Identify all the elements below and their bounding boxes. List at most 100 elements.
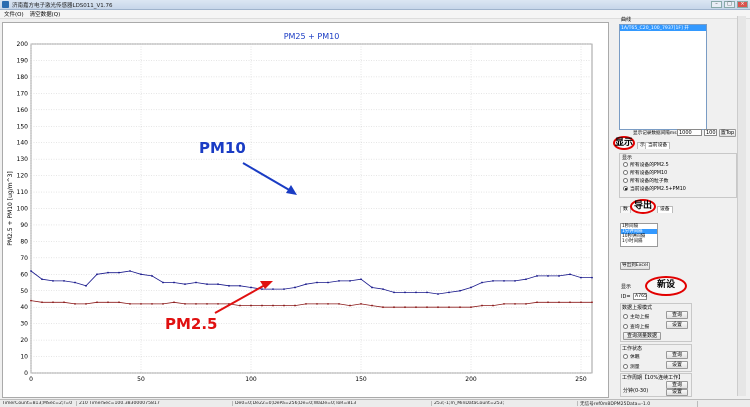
data-point-pm25 [217, 303, 219, 305]
curve-group-label: 曲线 [621, 17, 632, 23]
data-point-pm10 [184, 283, 186, 286]
data-point-pm25 [382, 306, 384, 309]
data-point-pm25 [30, 299, 32, 302]
data-point-pm25 [580, 301, 582, 304]
radio-measure-label: 测量 [630, 365, 640, 370]
data-point-pm25 [63, 301, 65, 304]
data-point-pm10 [503, 279, 505, 282]
data-point-pm10 [371, 286, 373, 289]
data-point-pm25 [459, 306, 461, 309]
radio-current-pm25-pm10[interactable]: 当前设备的PM2.5+PM10 [623, 185, 686, 192]
record-interval-input-2[interactable]: 100 [704, 129, 717, 136]
data-point-pm25 [536, 301, 538, 304]
curve-list[interactable]: 1A/T65_C20_100_7937[1F] 开 [619, 24, 707, 130]
export-option-1h[interactable]: 1小时间隔 [622, 239, 643, 244]
upload-query-button[interactable]: 查询 [666, 311, 688, 319]
data-point-pm25 [107, 301, 109, 304]
period-query-button[interactable]: 查询 [666, 381, 688, 389]
x-tick-label: 50 [137, 376, 145, 383]
data-point-pm25 [195, 303, 197, 305]
work-period-group [620, 373, 692, 397]
maximize-button[interactable]: □ [724, 1, 735, 8]
top-button[interactable]: 置Top [719, 129, 736, 137]
export-option-1s[interactable]: 1秒间隔 [622, 224, 638, 229]
data-point-pm10 [393, 291, 395, 294]
record-interval-label: 显示记录数据间隔ms [633, 131, 677, 136]
status-bar: TimerCount=813;MSec=2;r=0 210 TimerSec=1… [0, 399, 750, 407]
export-interval-list[interactable]: 1秒间隔 1分钟间隔 10秒钟间隔 1小时间隔 [620, 223, 658, 247]
export-excel-button[interactable]: 导出到Excel [620, 262, 650, 270]
pm-chart: 0 10 20 30 40 50 60 70 80 90 100 110 120 130 140 150 160… [7, 32, 593, 383]
y-tick-label: 140 [17, 140, 29, 147]
data-point-pm25 [173, 301, 175, 304]
radio-all-pm10[interactable]: 所有设备的PM10 [623, 169, 667, 176]
sidebar-scrollbar[interactable] [737, 16, 746, 396]
tab-export-device[interactable]: 设备 [657, 206, 673, 213]
display-group-label: 显示 [622, 155, 633, 161]
data-point-pm10 [569, 273, 571, 276]
radio-all-pm25[interactable]: 所有设备的PM2.5 [623, 161, 669, 168]
radio-active-upload[interactable]: 主动上报 [623, 313, 649, 320]
upload-mode-label: 数据上报模式 [622, 305, 653, 311]
data-point-pm25 [514, 303, 516, 305]
data-point-pm25 [151, 303, 153, 305]
data-point-pm10 [547, 275, 549, 277]
data-point-pm10 [217, 283, 219, 286]
work-state-label: 工作状态 [622, 346, 643, 352]
data-point-pm25 [184, 303, 186, 305]
data-point-pm10 [426, 291, 428, 294]
menu-clear-data[interactable]: 清空数据(Q) [29, 12, 61, 18]
radio-query-upload[interactable]: 查询上报 [623, 323, 649, 330]
y-tick-label: 90 [20, 222, 28, 229]
data-point-pm25 [349, 304, 351, 307]
data-point-pm25 [239, 304, 241, 307]
curve-list-item[interactable]: 1A/T65_C20_100_7937[1F] 开 [620, 25, 706, 31]
data-point-pm10 [404, 291, 406, 294]
minimize-button[interactable]: – [711, 1, 722, 8]
data-point-pm25 [525, 303, 527, 305]
data-point-pm10 [41, 278, 43, 281]
tab-current-device[interactable]: 当前设备 [645, 142, 671, 149]
radio-sleep[interactable]: 休眠 [623, 353, 640, 360]
y-tick-label: 30 [20, 321, 28, 328]
annotation-pm10-label: PM10 [199, 139, 246, 157]
data-point-pm25 [393, 306, 395, 309]
radio-all-pm10-label: 所有设备的PM10 [630, 171, 668, 176]
data-point-pm10 [52, 279, 54, 282]
id-input[interactable]: A765 [633, 293, 647, 300]
export-option-10s[interactable]: 10秒钟间隔 [622, 234, 646, 239]
radio-measure[interactable]: 测量 [623, 363, 640, 370]
data-point-pm10 [140, 273, 142, 276]
work-set-button[interactable]: 设置 [666, 361, 688, 369]
data-point-pm10 [107, 271, 109, 274]
export-option-1min[interactable]: 1分钟间隔 [621, 229, 657, 234]
period-set-button[interactable]: 设置 [666, 389, 688, 396]
y-tick-label: 160 [17, 107, 29, 114]
chart-title: PM25 + PM10 [284, 32, 340, 41]
data-point-pm25 [272, 304, 274, 307]
close-button[interactable]: × [737, 1, 748, 8]
data-point-pm10 [261, 288, 263, 291]
data-point-pm25 [338, 303, 340, 305]
data-point-pm10 [206, 283, 208, 286]
radio-current-pm25-pm10-label: 当前设备的PM2.5+PM10 [630, 187, 686, 192]
data-point-pm25 [503, 303, 505, 305]
radio-sleep-label: 休眠 [630, 355, 640, 360]
data-point-pm25 [426, 306, 428, 309]
x-tick-label: 250 [575, 376, 587, 383]
data-point-pm10 [228, 284, 230, 287]
y-tick-label: 180 [17, 74, 29, 81]
radio-all-particles[interactable]: 所有设备的粒子数 [623, 177, 668, 184]
data-point-pm10 [294, 286, 296, 289]
y-tick-label: 120 [17, 173, 29, 180]
menu-file[interactable]: 文件(O) [4, 12, 24, 18]
data-point-pm25 [41, 301, 43, 304]
work-query-button[interactable]: 查询 [666, 351, 688, 359]
radio-query-upload-label: 查询上报 [630, 325, 650, 330]
work-period-label: 工作周期【10%连续工作】 [622, 375, 684, 381]
query-measure-data-button[interactable]: 查询测量数据 [623, 332, 661, 340]
record-interval-input[interactable]: 1000 [677, 129, 702, 136]
settings-display-label: 显示 [621, 284, 632, 290]
upload-set-button[interactable]: 设置 [666, 321, 688, 329]
series-line-pm10 [30, 270, 592, 295]
